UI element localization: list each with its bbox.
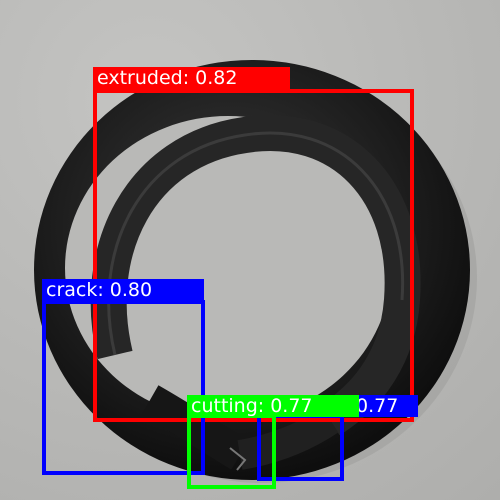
ring-break-right — [237, 407, 339, 470]
detection-label-cutting: cutting: 0.77 — [187, 395, 359, 417]
detection-box-extruded — [93, 89, 414, 422]
crack-mark — [229, 447, 247, 471]
ring-highlight — [107, 131, 405, 356]
detection-label-crack-2: 0.77 — [352, 395, 418, 417]
detection-label-extruded: extruded: 0.82 — [93, 67, 290, 89]
detection-label-crack-1: crack: 0.80 — [42, 279, 204, 301]
detection-box-cutting — [187, 414, 276, 489]
detection-box-crack-1 — [42, 300, 205, 475]
